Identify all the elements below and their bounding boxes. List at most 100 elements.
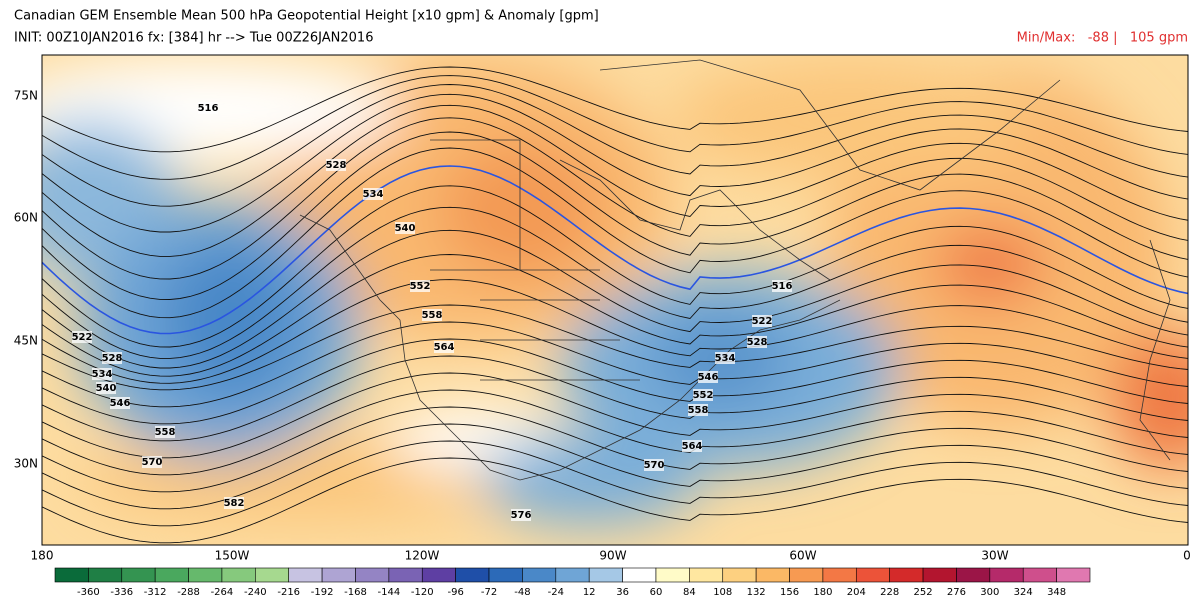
contour-label-bg — [395, 222, 415, 234]
contour — [42, 147, 1188, 319]
contour-label: 576 — [511, 510, 532, 521]
colorbar-label: -264 — [211, 587, 234, 598]
contour — [42, 355, 1188, 442]
colorbar-box — [1022, 567, 1057, 583]
contour-label-bg — [224, 497, 244, 509]
contour — [42, 389, 1188, 476]
contour — [42, 117, 1188, 280]
contour — [42, 304, 1188, 391]
contour-label: 552 — [693, 390, 714, 401]
colorbar: -360 -336 -312 -288 -264 -240 -216 -192 -168 -144… — [54, 567, 1091, 598]
colorbar-label: 300 — [980, 587, 999, 598]
colorbar-box — [789, 567, 824, 583]
colorbar-box — [154, 567, 189, 583]
contour — [42, 93, 1188, 233]
contour-label-bg — [752, 315, 772, 327]
contour-label: 564 — [682, 441, 703, 452]
contour-label-bg — [198, 102, 218, 114]
colorbar-label: 204 — [847, 587, 866, 598]
contour-label-bg — [715, 352, 735, 364]
contour-label: 582 — [224, 498, 245, 509]
contour — [42, 457, 1188, 544]
colorbar-box — [421, 567, 456, 583]
colorbar-box — [455, 567, 490, 583]
contour-label-bg — [92, 368, 112, 380]
lon-label: 30W — [981, 549, 1008, 563]
contour-label-bg — [511, 509, 531, 521]
init-line: INIT: 00Z10JAN2016 fx: [384] hr --> Tue … — [14, 31, 373, 46]
colorbar-box — [288, 567, 323, 583]
colorbar-box — [355, 567, 390, 583]
contour-label: 522 — [72, 332, 93, 343]
colorbar-box — [522, 567, 557, 583]
contour — [42, 229, 1188, 369]
colorbar-box — [555, 567, 590, 583]
lon-label: 60W — [789, 549, 816, 563]
colorbar-label: 252 — [914, 587, 933, 598]
height-contours — [42, 66, 1188, 544]
contour-540 — [42, 165, 1188, 335]
contour-label-bg — [772, 280, 792, 292]
colorbar-label: 60 — [650, 587, 663, 598]
contour-label: 528 — [747, 337, 768, 348]
lon-label: 180 — [31, 549, 54, 563]
colorbar-box — [655, 567, 690, 583]
colorbar-label: 180 — [813, 587, 832, 598]
colorbar-label: -24 — [548, 587, 564, 598]
colorbar-label: 324 — [1014, 587, 1033, 598]
min-max: Min/Max: -88 | 105 gpm — [1017, 31, 1188, 46]
colorbar-label: -168 — [344, 587, 367, 598]
map-field — [42, 55, 1188, 545]
colorbar-label: -72 — [481, 587, 497, 598]
contour — [42, 104, 1188, 257]
contour — [42, 372, 1188, 459]
contour — [42, 254, 1188, 377]
colorbar-box — [488, 567, 523, 583]
colorbar-box — [255, 567, 290, 583]
contour-label-bg — [688, 404, 708, 416]
contour-label: 528 — [102, 353, 123, 364]
colorbar-label: -144 — [378, 587, 401, 598]
colorbar-box — [121, 567, 156, 583]
contour-label: 546 — [110, 398, 131, 409]
lat-label: 60N — [14, 211, 38, 225]
contour — [42, 406, 1188, 493]
contour-label-bg — [422, 309, 442, 321]
colorbar-box — [221, 567, 256, 583]
contour-label-bg — [110, 397, 130, 409]
colorbar-box — [88, 567, 123, 583]
colorbar-box — [722, 567, 757, 583]
colorbar-box — [388, 567, 423, 583]
contour — [42, 440, 1188, 527]
contour-label-bg — [747, 336, 767, 348]
contour-label-bg — [155, 426, 175, 438]
lat-label: 30N — [14, 457, 38, 471]
colorbar-label: -240 — [244, 587, 267, 598]
contour-label: 534 — [363, 189, 384, 200]
colorbar-label: 36 — [616, 587, 629, 598]
colorbar-label: -360 — [77, 587, 100, 598]
colorbar-label: 108 — [713, 587, 732, 598]
contour-label: 552 — [410, 281, 431, 292]
contour — [42, 206, 1188, 359]
lat-label: 75N — [14, 89, 38, 103]
contour — [42, 84, 1188, 207]
contour-label: 540 — [395, 223, 416, 234]
contour-label: 570 — [142, 457, 163, 468]
colorbar-label: -288 — [177, 587, 200, 598]
contour-label: 534 — [715, 353, 736, 364]
contour-label: 558 — [688, 405, 709, 416]
contour-label: 528 — [326, 160, 347, 171]
contour-label: 522 — [752, 316, 773, 327]
contour — [42, 279, 1188, 384]
colorbar-box — [622, 567, 657, 583]
contour-label-bg — [363, 188, 383, 200]
colorbar-label: -336 — [110, 587, 133, 598]
colorbar-box — [321, 567, 356, 583]
contour-label: 546 — [698, 372, 719, 383]
contour-label-bg — [72, 331, 92, 343]
contour-label: 540 — [96, 383, 117, 394]
colorbar-box — [889, 567, 924, 583]
colorbar-label: 228 — [880, 587, 899, 598]
colorbar-label: -48 — [514, 587, 530, 598]
